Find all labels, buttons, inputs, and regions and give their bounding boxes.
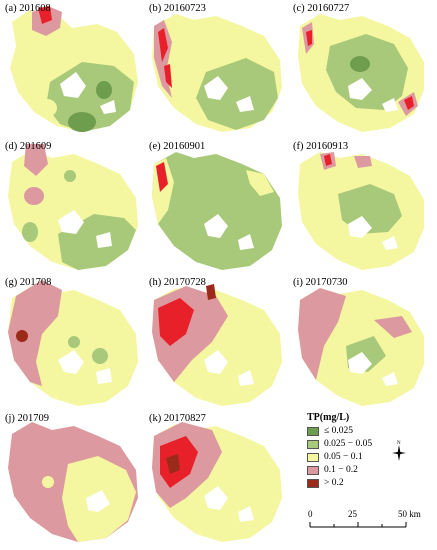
- lake-map-i: [298, 288, 424, 406]
- map-panel-b: (b) 20160723: [146, 2, 286, 134]
- map-panel-i: (i) 20170730: [290, 276, 430, 408]
- lake-map-e: [152, 152, 282, 270]
- map-panel-f: (f) 20160913: [290, 140, 430, 272]
- map-panel-a: (a) 201608: [2, 2, 142, 134]
- panel-label: (i) 20170730: [293, 277, 348, 288]
- panel-label: (e) 20160901: [149, 141, 206, 152]
- panel-label: (f) 20160913: [293, 141, 349, 152]
- scale-bar-line: [309, 522, 407, 528]
- panel-label: (g) 201708: [5, 277, 52, 288]
- legend-label: 0.05 − 0.1: [324, 452, 363, 462]
- lake-map-f: [298, 152, 424, 270]
- north-label: N: [397, 441, 401, 446]
- map-panel-j: (j) 201709: [2, 412, 142, 544]
- map-panel-e: (e) 20160901: [146, 140, 286, 272]
- lake-map-d: [8, 144, 138, 270]
- legend-swatch: [307, 479, 319, 488]
- panel-label: (a) 201608: [5, 3, 51, 14]
- map-panel-c: (c) 20160727: [290, 2, 430, 134]
- legend-swatch: [307, 440, 319, 449]
- panel-label: (c) 20160727: [293, 3, 350, 14]
- legend-title: TP(mg/L): [307, 412, 350, 423]
- legend-label: ≤ 0.025: [324, 426, 353, 436]
- scale-bar: 0 25 50 km: [300, 505, 430, 545]
- compass-icon: N: [392, 441, 406, 461]
- legend-swatch: [307, 453, 319, 462]
- north-arrow: N: [390, 438, 408, 462]
- scale-tick-label: 25: [348, 509, 357, 519]
- panel-label: (k) 20170827: [149, 413, 206, 424]
- lake-map-g: [8, 280, 138, 406]
- lake-map-h: [152, 284, 282, 406]
- legend-label: 0.025 − 0.05: [324, 439, 373, 449]
- panel-label: (h) 20170728: [149, 277, 206, 288]
- map-legend: TP(mg/L) ≤ 0.025 0.025 − 0.05 0.05 − 0.1…: [305, 412, 430, 492]
- lake-map-k: [152, 422, 282, 542]
- legend-label: 0.1 − 0.2: [324, 465, 358, 475]
- panel-label: (j) 201709: [5, 413, 50, 424]
- map-panel-h: (h) 20170728: [146, 276, 286, 408]
- map-panel-d: (d) 201609: [2, 140, 142, 272]
- lake-map-c: [298, 14, 424, 132]
- scale-tick-label: 0: [308, 509, 313, 519]
- legend-swatch: [307, 427, 319, 436]
- map-panel-k: (k) 20170827: [146, 412, 286, 544]
- lake-map-b: [152, 14, 282, 132]
- scale-tick-label: 50 km: [398, 509, 421, 519]
- legend-swatch: [307, 466, 319, 475]
- panel-label: (d) 201609: [5, 141, 52, 152]
- lake-map-j: [8, 422, 138, 542]
- lake-map-a: [10, 6, 138, 132]
- map-panel-g: (g) 201708: [2, 276, 142, 408]
- panel-label: (b) 20160723: [149, 3, 206, 14]
- legend-label: > 0.2: [324, 478, 344, 488]
